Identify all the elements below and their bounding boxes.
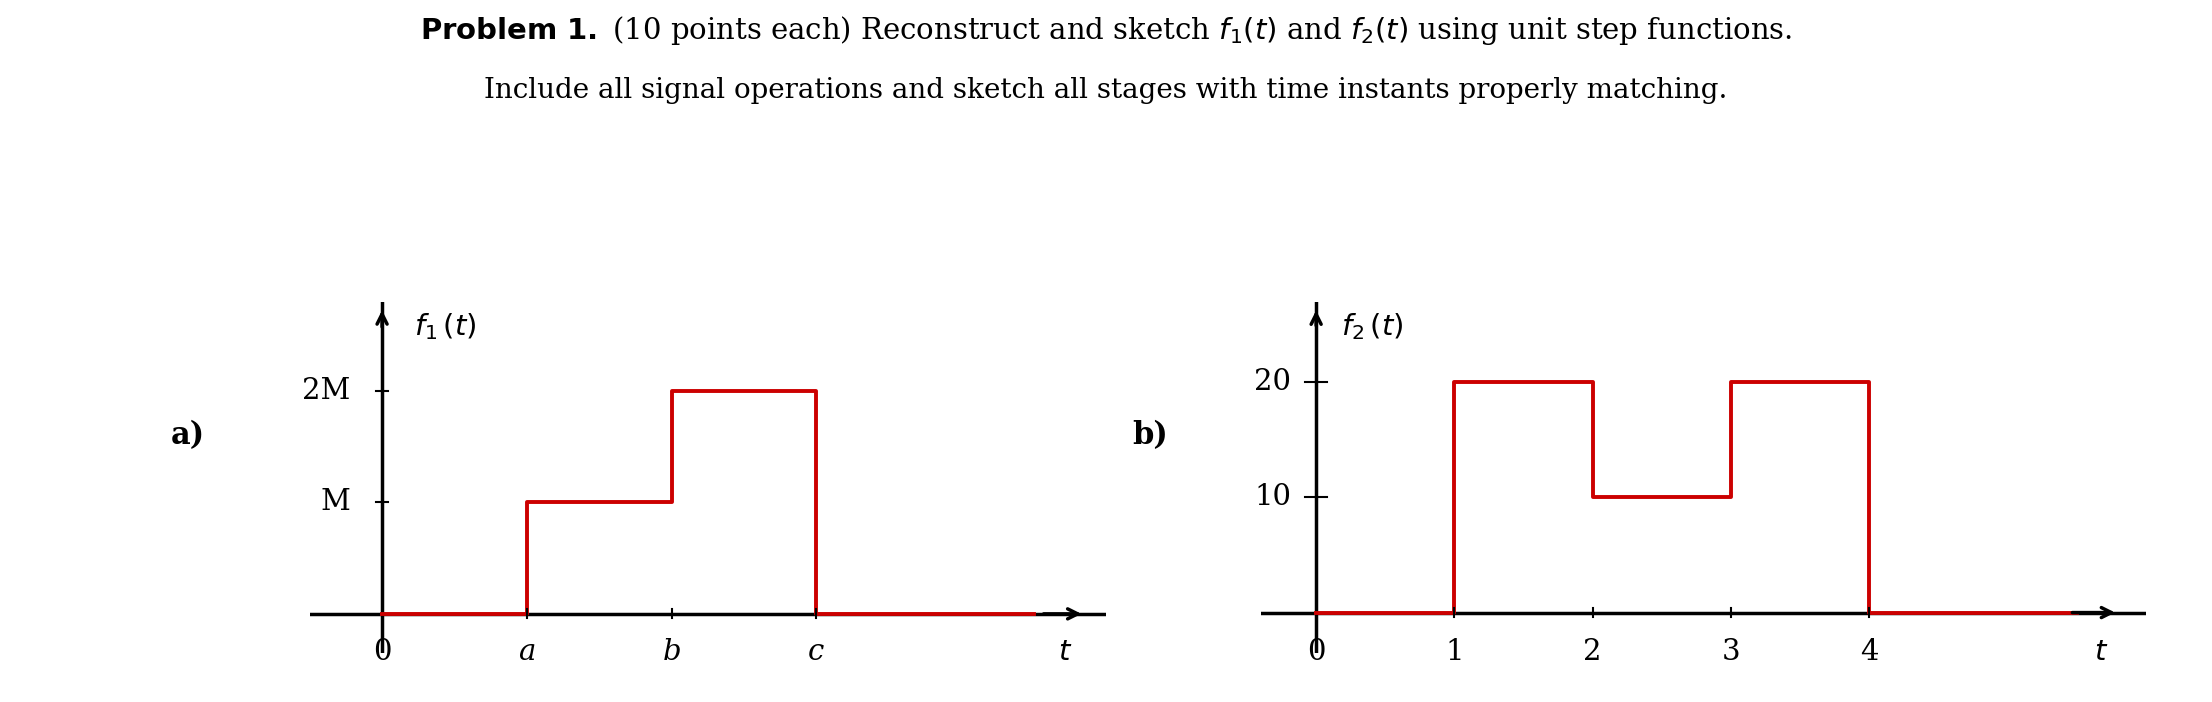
Text: 0: 0 [1307, 638, 1325, 666]
Text: $\mathbf{Problem\ 1.}$ (10 points each) Reconstruct and sketch $f_1(t)$ and $f_2: $\mathbf{Problem\ 1.}$ (10 points each) … [420, 14, 1792, 47]
Text: a: a [518, 638, 535, 666]
Text: M: M [321, 489, 349, 517]
Text: $f_1\,(t)$: $f_1\,(t)$ [414, 311, 476, 342]
Text: 2: 2 [1584, 638, 1601, 666]
Text: 20: 20 [1254, 369, 1292, 397]
Text: 4: 4 [1860, 638, 1878, 666]
Text: $f_2\,(t)$: $f_2\,(t)$ [1340, 311, 1402, 342]
Text: 2M: 2M [301, 377, 349, 405]
Text: 0: 0 [374, 638, 392, 666]
Text: b: b [661, 638, 681, 666]
Text: $t$: $t$ [1057, 638, 1073, 666]
Text: b): b) [1133, 420, 1168, 451]
Text: 3: 3 [1721, 638, 1741, 666]
Text: 10: 10 [1254, 484, 1292, 512]
Text: a): a) [170, 420, 206, 451]
Text: $t$: $t$ [2095, 638, 2108, 666]
Text: Include all signal operations and sketch all stages with time instants properly : Include all signal operations and sketch… [484, 77, 1728, 104]
Text: 1: 1 [1444, 638, 1464, 666]
Text: c: c [807, 638, 825, 666]
